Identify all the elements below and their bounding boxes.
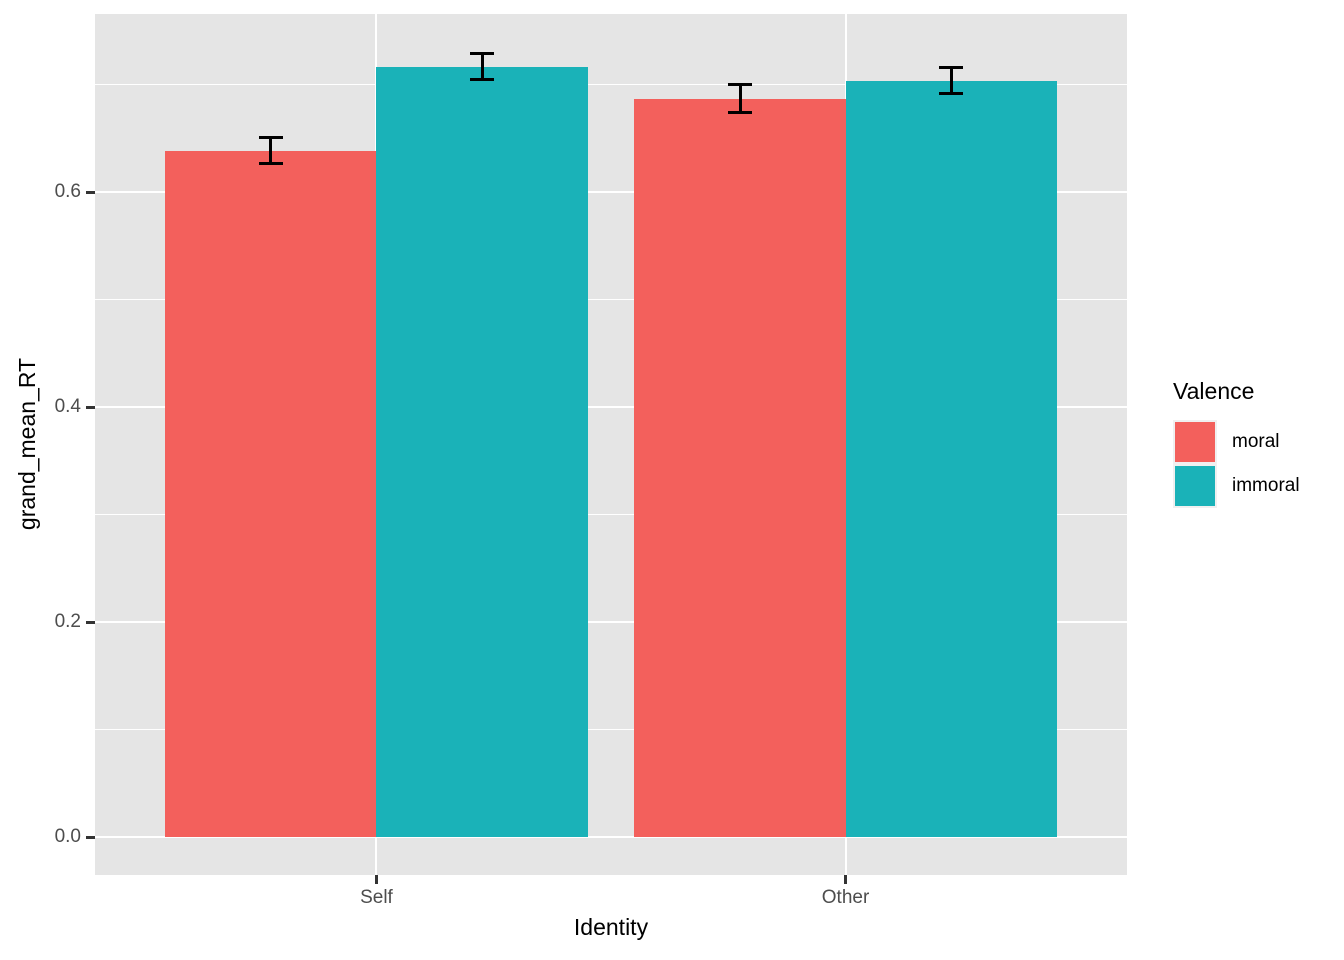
y-minor-gridline — [95, 729, 1127, 731]
x-tick-label: Self — [360, 887, 393, 908]
legend-entry-label: moral — [1232, 431, 1280, 452]
legend-key-immoral — [1173, 464, 1217, 508]
bar-other-moral — [634, 98, 846, 838]
y-major-gridline — [95, 406, 1127, 409]
y-axis-tick — [86, 620, 95, 624]
y-axis-tick — [86, 405, 95, 409]
bar-other-immoral — [845, 80, 1057, 838]
error-bar-cap — [470, 52, 494, 56]
error-bar-cap — [939, 66, 964, 70]
error-bar-stem — [738, 84, 742, 113]
error-bar-stem — [949, 67, 953, 94]
y-major-gridline — [95, 836, 1127, 839]
legend-key-moral — [1173, 420, 1217, 464]
legend-entry-label: immoral — [1232, 475, 1300, 496]
y-tick-label: 0.0 — [54, 826, 81, 848]
error-bar-cap — [470, 78, 494, 82]
error-bar-cap — [939, 92, 964, 96]
legend-entries: moral immoral — [1173, 420, 1300, 508]
legend-swatch-moral — [1175, 422, 1215, 462]
y-tick-label: 0.6 — [54, 181, 81, 203]
error-bar-cap — [258, 136, 283, 140]
y-tick-label: 0.2 — [54, 611, 81, 633]
error-bar-stem — [480, 53, 484, 80]
x-axis-title: Identity — [573, 914, 649, 940]
y-axis-title: grand_mean_RT — [14, 357, 40, 531]
bar-self-immoral — [376, 66, 588, 838]
legend-title: Valence — [1173, 378, 1255, 404]
x-axis-tick — [844, 875, 848, 884]
error-bar-cap — [728, 111, 752, 115]
x-axis-tick — [374, 875, 378, 884]
y-major-gridline — [95, 621, 1127, 624]
error-bar-stem — [269, 137, 273, 164]
y-tick-label: 0.4 — [54, 396, 81, 418]
error-bar-cap — [728, 83, 752, 87]
legend-entry-moral: moral — [1173, 420, 1300, 464]
bar-self-moral — [165, 150, 377, 838]
y-major-gridline — [95, 191, 1127, 194]
x-tick-label: Other — [821, 887, 870, 908]
plot-panel — [95, 14, 1127, 875]
y-minor-gridline — [95, 299, 1127, 301]
y-axis-tick — [86, 835, 95, 839]
legend-entry-immoral: immoral — [1173, 464, 1300, 508]
error-bar-cap — [258, 161, 283, 165]
y-minor-gridline — [95, 84, 1127, 86]
y-axis-tick — [86, 190, 95, 194]
y-minor-gridline — [95, 514, 1127, 516]
legend-swatch-immoral — [1175, 466, 1215, 506]
legend: Valence moral immoral — [1173, 378, 1300, 508]
